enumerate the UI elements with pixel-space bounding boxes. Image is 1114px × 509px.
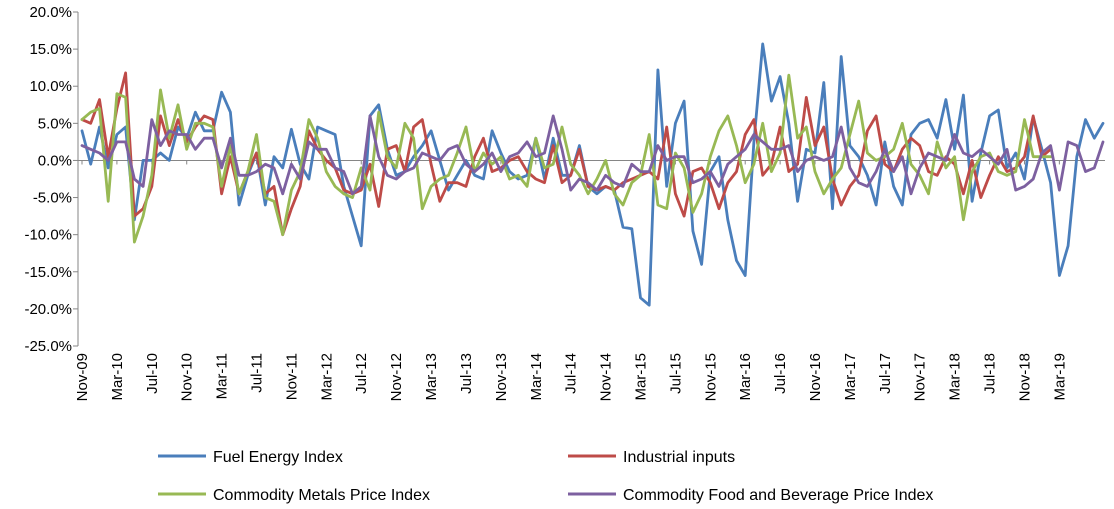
x-tick-label: Nov-15: [702, 353, 719, 401]
x-tick-label: Mar-15: [632, 353, 649, 401]
y-tick-label: -15.0%: [24, 264, 72, 281]
legend-label-commodity-food-and-beverage-price-index: Commodity Food and Beverage Price Index: [623, 487, 933, 504]
x-tick-label: Mar-11: [214, 353, 231, 399]
x-tick-label: Mar-12: [318, 353, 335, 401]
x-tick-label: Mar-10: [109, 353, 126, 401]
y-tick-label: 15.0%: [29, 41, 72, 58]
y-tick-label: 20.0%: [29, 4, 72, 21]
x-tick-label: Nov-10: [179, 353, 196, 401]
x-tick-label: Nov-11: [283, 353, 300, 400]
x-tick-label: Jul-18: [982, 353, 999, 394]
x-tick-label: Jul-14: [563, 353, 580, 394]
y-tick-label: -10.0%: [24, 227, 72, 244]
x-tick-label: Jul-12: [353, 353, 370, 394]
x-tick-label: Mar-17: [842, 353, 859, 401]
series-line-commodity-metals-price-index: [80, 73, 1052, 244]
x-tick-label: Jul-17: [877, 353, 894, 394]
chart-axes: [77, 12, 1105, 346]
legend-label-fuel-energy-index: Fuel Energy Index: [213, 449, 343, 466]
x-tick-label: Jul-10: [144, 353, 161, 394]
x-tick-label: Mar-19: [1051, 353, 1068, 401]
x-tick-label: Jul-16: [772, 353, 789, 394]
legend-label-industrial-inputs: Industrial inputs: [623, 449, 735, 466]
series-lines: [80, 42, 1105, 307]
x-tick-label: Jul-11: [249, 353, 266, 393]
y-tick-label: 0.0%: [38, 152, 72, 169]
x-tick-label: Nov-14: [598, 353, 615, 401]
y-tick-label: -25.0%: [24, 338, 72, 355]
x-tick-label: Mar-13: [423, 353, 440, 401]
x-tick-label: Nov-17: [912, 353, 929, 401]
x-tick-label: Mar-18: [947, 353, 964, 401]
x-tick-label: Jul-15: [667, 353, 684, 394]
x-tick-label: Jul-13: [458, 353, 475, 394]
y-tick-label: 10.0%: [29, 78, 72, 95]
legend-label-commodity-metals-price-index: Commodity Metals Price Index: [213, 487, 430, 504]
x-tick-label: Nov-13: [493, 353, 510, 401]
x-axis-tick-labels: Nov-09 Mar-10 Jul-10 Nov-10 Mar-11 Jul-11 Nov-…: [74, 160, 1068, 401]
x-tick-label: Mar-16: [737, 353, 754, 401]
x-tick-label: Nov-12: [388, 353, 405, 401]
x-tick-label: Nov-09: [74, 353, 91, 401]
y-tick-label: -5.0%: [33, 190, 72, 207]
series-line-commodity-food-and-beverage-price-index: [80, 114, 1105, 196]
x-tick-label: Nov-16: [807, 353, 824, 401]
y-tick-label: -20.0%: [24, 301, 72, 318]
legend: Fuel Energy Index Industrial inputs Commod…: [158, 449, 933, 504]
x-tick-label: Nov-18: [1016, 353, 1033, 401]
x-tick-label: Mar-14: [528, 353, 545, 401]
y-tick-label: 5.0%: [38, 115, 72, 132]
y-axis-tick-labels: 20.0% 15.0% 10.0% 5.0% 0.0% -5.0% -10.0% -15.0%…: [24, 4, 78, 355]
